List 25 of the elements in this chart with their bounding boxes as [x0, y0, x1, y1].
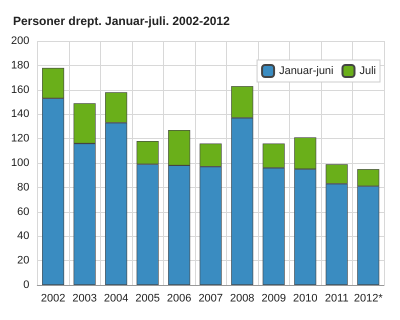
- y-tick-label: 60: [17, 206, 30, 218]
- x-tick-label: 2003: [72, 292, 97, 304]
- x-tick-label: 2004: [104, 292, 128, 304]
- y-tick-label: 100: [10, 157, 30, 169]
- x-tick-label: 2007: [198, 292, 223, 304]
- legend-label: Juli: [359, 65, 376, 77]
- x-tick-label: 2005: [135, 292, 160, 304]
- chart-title: Personer drept. Januar-juli. 2002-2012: [13, 14, 230, 28]
- y-tick-label: 40: [17, 230, 30, 242]
- x-tick-label: 2011: [324, 292, 349, 304]
- x-tick-label: 2006: [166, 292, 192, 304]
- y-tick-label: 120: [10, 132, 30, 145]
- y-tick-label: 180: [10, 59, 30, 72]
- y-tick-label: 0: [23, 279, 30, 291]
- x-tick-label: 2009: [261, 292, 286, 304]
- y-tick-label: 20: [17, 254, 30, 267]
- y-tick-label: 80: [17, 181, 30, 194]
- x-tick-label: 2008: [230, 292, 254, 304]
- legend-label: Januar-juni: [279, 65, 334, 77]
- x-tick-label: 2012*: [354, 292, 384, 304]
- y-tick-label: 160: [10, 84, 30, 96]
- y-tick-label: 140: [10, 108, 30, 120]
- x-tick-label: 2002: [40, 292, 66, 304]
- x-tick-label: 2010: [292, 292, 318, 304]
- y-tick-label: 200: [10, 35, 30, 47]
